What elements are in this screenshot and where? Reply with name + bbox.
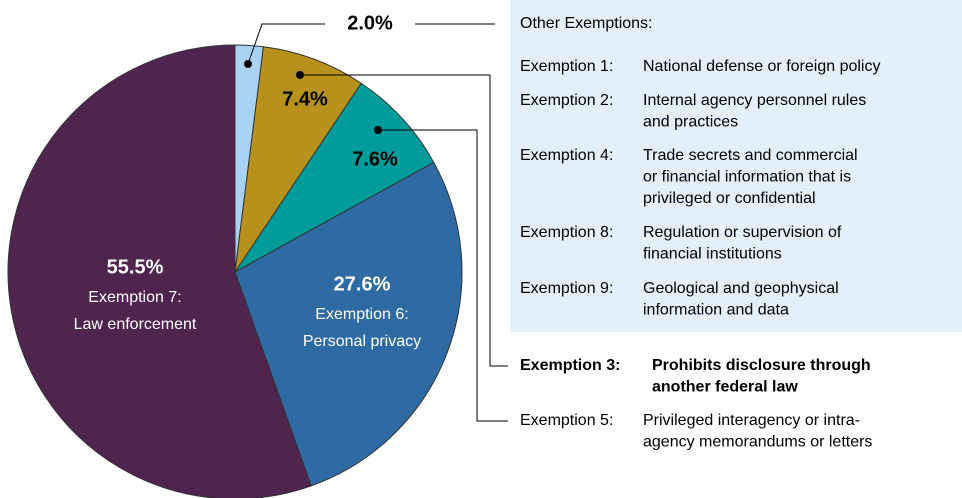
callout-text: agency memorandums or letters [643, 434, 872, 451]
exemption-text: or financial information that is [643, 169, 851, 186]
leader-dot [374, 126, 382, 134]
slice-label: Law enforcement [74, 316, 197, 333]
exemption-text: National defense or foreign policy [643, 58, 880, 75]
exemption-code: Exemption 8: [520, 224, 613, 241]
exemption-code: Exemption 1: [520, 58, 613, 75]
leader-line [300, 74, 508, 367]
slice-label: Exemption 6: [315, 306, 408, 323]
leader-line [247, 23, 325, 65]
exemption-text: and practices [643, 114, 738, 131]
other-exemptions-title: Other Exemptions: [520, 15, 653, 32]
pie-slice [7, 44, 312, 498]
exemption-text: Geological and geophysical [643, 280, 839, 297]
exemption-text: Regulation or supervision of [643, 224, 842, 241]
callout-code: Exemption 5: [520, 412, 613, 429]
exemption-text: Trade secrets and commercial [643, 147, 858, 164]
value-label: 7.6% [352, 148, 398, 170]
leader-line [378, 129, 508, 422]
exemption-text: Internal agency personnel rules [643, 92, 866, 109]
slice-label: Exemption 7: [88, 289, 181, 306]
other-exemptions-box [510, 0, 962, 332]
pie-slice [234, 82, 435, 273]
callout-text: another federal law [652, 379, 798, 396]
exemption-code: Exemption 4: [520, 147, 613, 164]
pie-slice [234, 161, 463, 487]
callout-text: Prohibits disclosure through [652, 357, 871, 374]
value-label: 27.6% [334, 273, 391, 295]
exemption-code: Exemption 2: [520, 92, 613, 109]
exemption-text: information and data [643, 302, 789, 319]
slice-label: Personal privacy [303, 333, 421, 350]
exemption-text: privileged or confidential [643, 190, 816, 207]
leader-dot [296, 71, 304, 79]
value-label: 55.5% [107, 256, 164, 278]
exemption-text: financial institutions [643, 246, 782, 263]
callout-text: Privileged interagency or intra- [643, 412, 860, 429]
callout-code: Exemption 3: [520, 357, 620, 374]
leader-dot [244, 60, 252, 68]
value-label: 7.4% [282, 88, 328, 110]
value-label: 2.0% [347, 12, 393, 34]
pie-slice [234, 46, 362, 273]
exemption-code: Exemption 9: [520, 280, 613, 297]
